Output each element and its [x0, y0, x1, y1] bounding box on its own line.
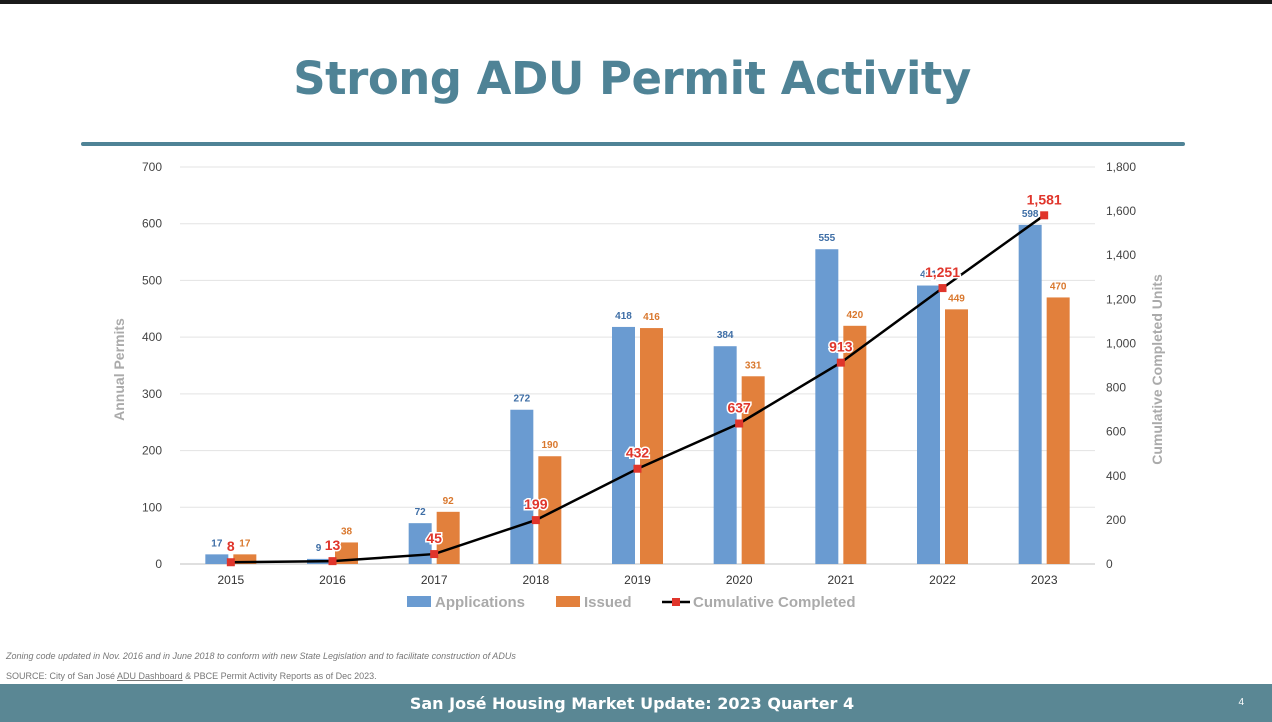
y-right-tick-label: 400 [1106, 469, 1126, 483]
y-right-tick-label: 1,600 [1106, 204, 1136, 218]
y-right-tick-label: 800 [1106, 381, 1126, 395]
x-tick-label: 2020 [726, 573, 753, 587]
cumulative-marker [328, 557, 337, 566]
applications-bar [205, 554, 229, 564]
page-number: 4 [1238, 697, 1244, 708]
cumulative-marker [430, 550, 439, 559]
applications-bar [713, 346, 737, 564]
issued-data-label: 449 [948, 293, 965, 304]
x-tick-label: 2022 [929, 573, 956, 587]
title-rule [81, 142, 1185, 146]
x-tick-label: 2017 [421, 573, 448, 587]
y-right-tick-label: 0 [1106, 557, 1113, 571]
y-right-tick-label: 600 [1106, 425, 1126, 439]
applications-data-label: 491 [920, 270, 937, 281]
footnote: Zoning code updated in Nov. 2016 and in … [6, 651, 516, 661]
cumulative-marker [226, 558, 235, 567]
cumulative-marker [633, 464, 642, 473]
issued-data-label: 190 [541, 440, 558, 451]
applications-data-label: 555 [818, 233, 835, 244]
x-tick-label: 2023 [1031, 573, 1058, 587]
y-left-tick-label: 500 [142, 273, 162, 287]
applications-data-label: 9 [316, 543, 322, 554]
issued-data-label: 420 [846, 310, 863, 321]
issued-data-label: 331 [745, 360, 762, 371]
x-tick-label: 2015 [217, 573, 244, 587]
cumulative-data-label: 1,581 [1027, 191, 1062, 207]
applications-data-label: 272 [513, 394, 530, 405]
y-right-tick-label: 1,000 [1106, 336, 1136, 350]
issued-bar [233, 554, 257, 564]
issued-bar [945, 309, 968, 564]
issued-bar [640, 328, 663, 564]
cumulative-data-label: 432 [626, 445, 650, 461]
y-left-tick-label: 100 [142, 500, 162, 514]
y-right-tick-label: 1,200 [1106, 292, 1136, 306]
permit-chart: 0 100 200 300 400 500 600 700 0 200 400 600 800 1,000… [111, 160, 1165, 611]
applications-bar [815, 249, 839, 564]
source-suffix: & PBCE Permit Activity Reports as of Dec… [182, 671, 377, 681]
x-tick-label: 2016 [319, 573, 346, 587]
cumulative-marker [836, 358, 845, 367]
top-border [0, 0, 1272, 4]
cumulative-data-label: 199 [524, 496, 548, 512]
legend-applications-swatch [407, 596, 431, 607]
applications-bar [917, 285, 940, 564]
issued-bar [741, 376, 765, 564]
x-tick-label: 2019 [624, 573, 651, 587]
legend-issued-swatch [556, 596, 580, 607]
footer-bar: San José Housing Market Update: 2023 Qua… [0, 684, 1272, 722]
y-right-tick-label: 200 [1106, 513, 1126, 527]
y-right-axis-title: Cumulative Completed Units [1149, 274, 1165, 465]
y-left-tick-label: 400 [142, 330, 162, 344]
cumulative-data-label: 637 [727, 400, 751, 416]
source-prefix: SOURCE: City of San José [6, 671, 118, 681]
legend-cumulative-marker [672, 598, 680, 606]
y-right-tick-label: 1,800 [1106, 160, 1136, 174]
issued-data-label: 470 [1050, 281, 1067, 292]
y-left-tick-label: 200 [142, 444, 162, 458]
y-left-tick-label: 600 [142, 217, 162, 231]
issued-data-label: 416 [643, 312, 660, 323]
issued-bar [538, 456, 562, 564]
y-left-tick-label: 300 [142, 387, 162, 401]
footer-title: San José Housing Market Update: 2023 Qua… [409, 694, 855, 713]
y-right-tick-label: 1,400 [1106, 248, 1136, 262]
y-left-axis-title: Annual Permits [111, 318, 127, 421]
source-note: SOURCE: City of San José ADU Dashboard &… [6, 671, 377, 681]
issued-bar [1046, 297, 1070, 564]
issued-data-label: 38 [341, 526, 353, 537]
cumulative-marker [1040, 211, 1049, 220]
cumulative-data-label: 913 [829, 339, 853, 355]
x-tick-label: 2018 [522, 573, 549, 587]
applications-bar [1018, 224, 1042, 564]
applications-data-label: 418 [615, 311, 632, 322]
legend-applications-label: Applications [435, 594, 525, 611]
adu-dashboard-link[interactable]: ADU Dashboard [117, 671, 183, 681]
applications-data-label: 72 [415, 507, 427, 518]
applications-data-label: 598 [1022, 209, 1039, 220]
cumulative-marker [531, 516, 540, 525]
applications-data-label: 384 [717, 330, 734, 341]
y-left-tick-label: 0 [155, 557, 162, 571]
legend-issued-label: Issued [584, 594, 632, 611]
cumulative-data-label: 8 [227, 538, 235, 554]
issued-bar [843, 325, 867, 564]
issued-data-label: 17 [239, 538, 251, 549]
applications-data-label: 17 [211, 538, 223, 549]
legend-cumulative-label: Cumulative Completed [693, 594, 856, 611]
y-left-tick-label: 700 [142, 160, 162, 174]
cumulative-data-label: 45 [426, 530, 442, 546]
applications-bar [510, 409, 534, 564]
cumulative-marker [938, 284, 947, 293]
cumulative-marker [735, 419, 744, 428]
issued-data-label: 92 [443, 496, 455, 507]
slide-title: Strong ADU Permit Activity [293, 52, 971, 105]
applications-bar [612, 326, 635, 564]
cumulative-data-label: 1,251 [925, 264, 960, 280]
cumulative-data-label: 13 [325, 537, 341, 553]
x-tick-label: 2021 [827, 573, 854, 587]
